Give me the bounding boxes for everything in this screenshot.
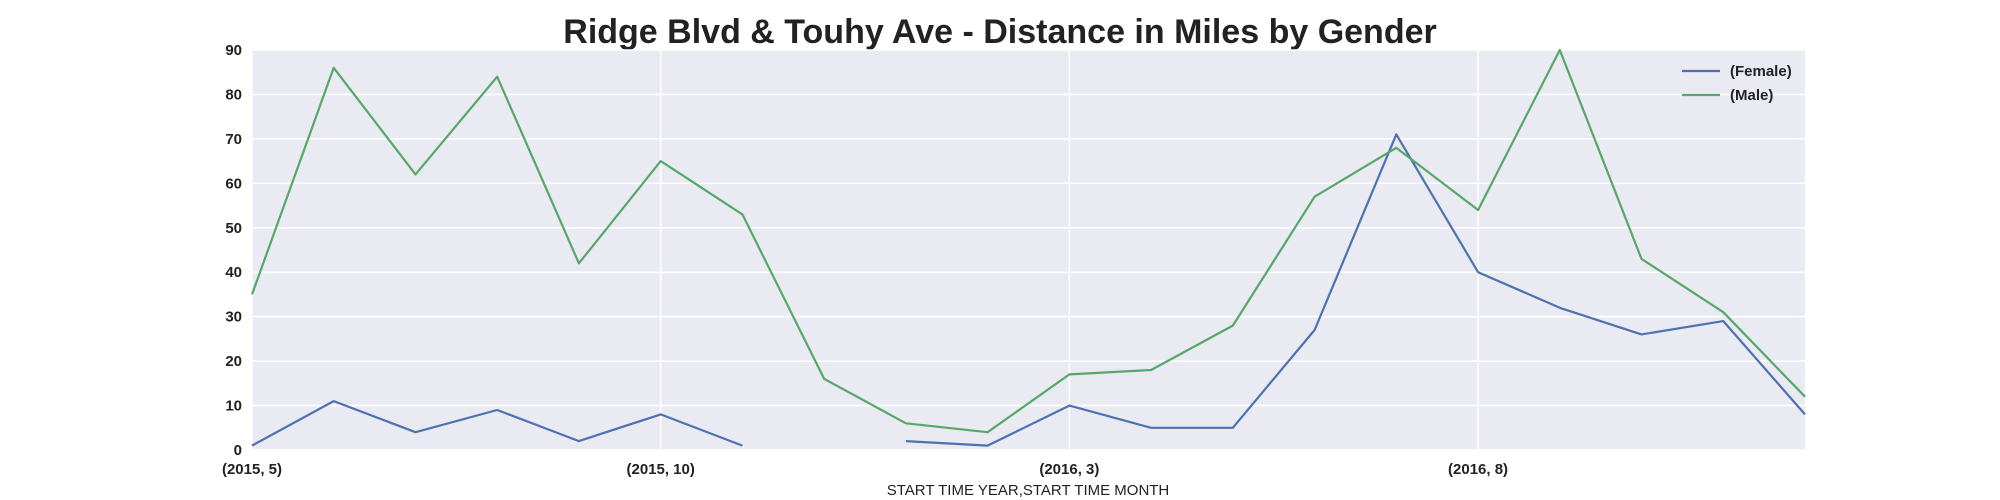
series-line-0 [251, 400, 743, 447]
legend-label: (Male) [1730, 87, 1773, 104]
y-tick-label: 20 [225, 353, 242, 370]
y-tick-label: 90 [225, 42, 242, 59]
y-axis: 0 10 20 30 40 50 60 70 80 90 [225, 42, 242, 459]
chart-title: Ridge Blvd & Touhy Ave - Distance in Mil… [563, 13, 1436, 51]
plot-area [252, 50, 1805, 450]
y-tick-label: 60 [225, 175, 242, 192]
series-line-0 [905, 133, 1806, 447]
y-tick-label: 80 [225, 86, 242, 103]
x-tick-label: (2016, 8) [1448, 461, 1508, 478]
y-tick-label: 10 [225, 398, 242, 415]
x-axis-label: START TIME YEAR,START TIME MONTH [887, 482, 1170, 499]
y-tick-label: 30 [225, 309, 242, 326]
x-axis: (2015, 5) (2015, 10) (2016, 3) (2016, 8) [222, 461, 1508, 478]
series-lines [250, 48, 1806, 447]
y-tick-label: 40 [225, 264, 242, 281]
x-tick-label: (2015, 10) [626, 461, 694, 478]
y-tick-label: 0 [234, 442, 242, 459]
x-tick-label: (2016, 3) [1039, 461, 1099, 478]
y-tick-label: 50 [225, 220, 242, 237]
series-line-1 [250, 48, 1806, 434]
legend: (Female) (Male) [1682, 63, 1792, 104]
y-tick-label: 70 [225, 131, 242, 148]
grid-lines [251, 49, 1805, 451]
legend-label: (Female) [1730, 63, 1792, 80]
x-tick-label: (2015, 5) [222, 461, 282, 478]
